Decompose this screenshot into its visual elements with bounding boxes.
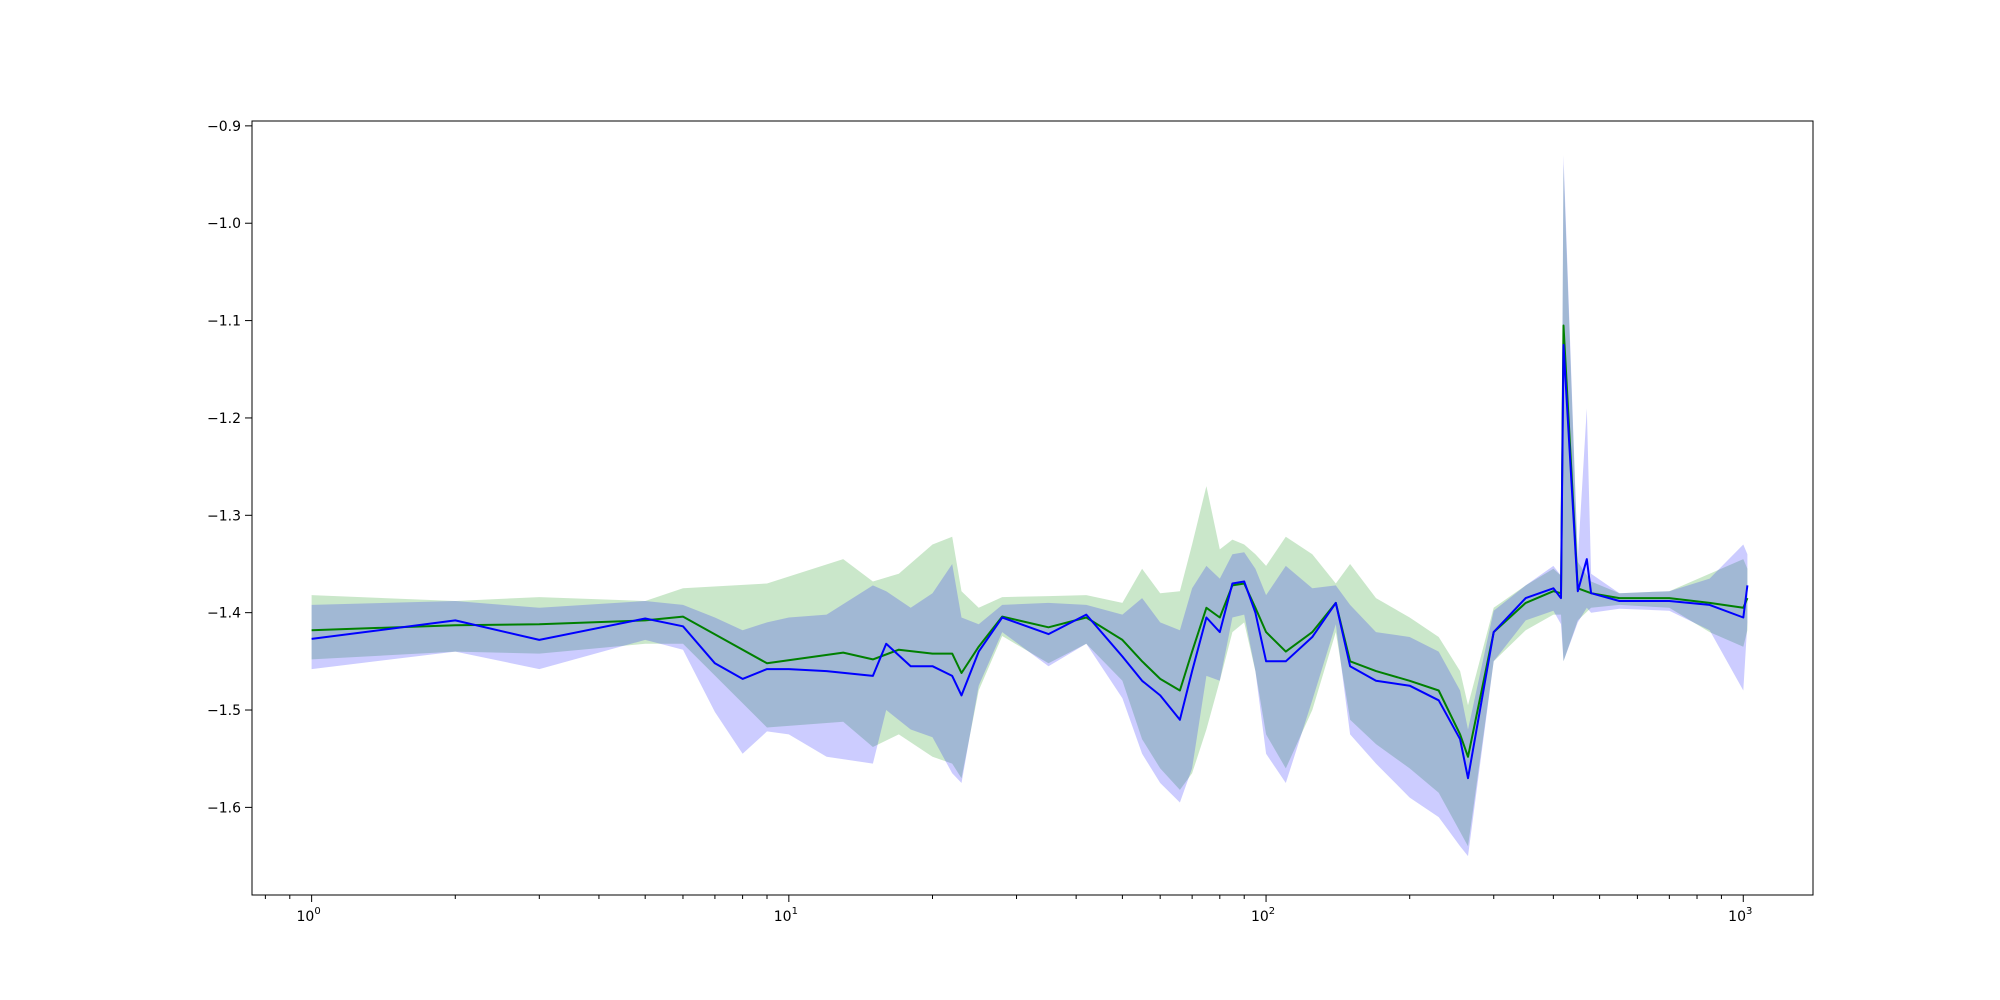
y-tick-label: −1.5 [207,703,241,719]
x-axis: 100 101 102 103 [264,895,1752,925]
series-lines [311,324,1749,780]
y-tick-label: −1.6 [207,800,241,816]
series-2-line [311,343,1749,780]
plot-frame [251,120,1814,896]
y-tick-label: −1.3 [207,508,241,524]
x-tick-label: 100 [297,906,321,925]
confidence-bands [311,155,1748,857]
y-axis: −0.9 −1.0 −1.1 −1.2 −1.3 −1.4 −1.5 −1.6 [207,119,252,816]
y-tick-label: −1.0 [207,216,241,232]
x-tick-label: 101 [774,906,798,925]
x-tick-label: 103 [1728,906,1752,925]
y-tick-label: −1.2 [207,411,241,427]
y-tick-label: −0.9 [207,119,241,135]
series-2-band [311,155,1748,857]
series-1-band [311,164,1748,847]
x-tick-label: 102 [1251,906,1275,925]
y-tick-label: −1.1 [207,314,241,330]
y-tick-label: −1.4 [207,606,241,622]
